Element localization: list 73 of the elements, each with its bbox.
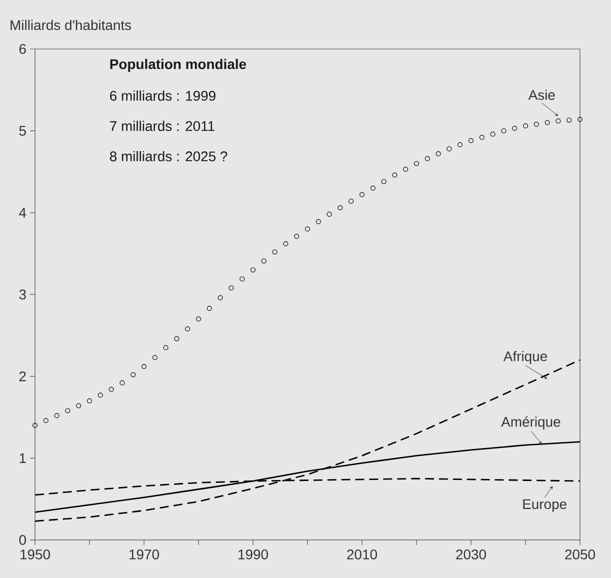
series-label: Asie <box>528 90 555 100</box>
y-tick-label: 4 <box>19 208 26 218</box>
annotation: 7 milliards : 2011 <box>110 120 214 132</box>
point <box>272 249 278 254</box>
point <box>424 156 430 162</box>
point <box>370 186 376 191</box>
point <box>163 345 168 350</box>
annotation: Population mondiale <box>110 58 246 72</box>
y-tick-label: 5 <box>19 126 26 136</box>
point <box>108 386 114 392</box>
y-tick-label: 2 <box>19 371 26 382</box>
point <box>360 192 364 198</box>
y-axis-title: Milliards d'habitants <box>10 20 132 30</box>
x-tick-label: 2050 <box>565 549 595 560</box>
point <box>76 403 82 408</box>
point <box>468 138 474 144</box>
point <box>403 166 408 172</box>
y-tick-label: 0 <box>19 535 26 545</box>
point <box>479 134 484 140</box>
x-tick-label: 1990 <box>238 549 268 560</box>
point <box>261 258 266 264</box>
point <box>120 380 125 386</box>
point <box>142 364 146 369</box>
point <box>414 161 419 166</box>
point <box>544 120 550 126</box>
point <box>196 316 201 322</box>
point <box>240 276 245 282</box>
point <box>152 355 158 360</box>
y-tick-label: 1 <box>20 453 26 463</box>
y-tick-label: 3 <box>19 290 26 300</box>
point <box>436 151 441 156</box>
point <box>32 422 38 428</box>
point <box>250 267 256 272</box>
annotation: 8 milliards : 2025 ? <box>110 151 228 162</box>
point <box>294 234 300 239</box>
point <box>446 146 452 152</box>
point <box>326 212 332 217</box>
point <box>54 413 60 418</box>
point <box>338 205 343 210</box>
point <box>490 132 496 137</box>
point <box>316 219 321 224</box>
x-tick-label: 2010 <box>347 549 377 560</box>
point <box>130 372 136 378</box>
point <box>534 122 539 127</box>
series-label: Europe <box>523 499 566 512</box>
x-tick-label: 1950 <box>20 549 50 560</box>
point <box>556 118 561 124</box>
x-tick-label: 2030 <box>456 549 486 560</box>
point <box>218 295 223 300</box>
y-tick-label: 6 <box>19 44 26 54</box>
x-tick-label: 1970 <box>130 549 159 560</box>
point <box>206 306 212 311</box>
point <box>283 241 288 246</box>
point <box>566 118 572 123</box>
point <box>501 128 506 134</box>
point <box>512 126 518 131</box>
annotation: 6 milliards : 1999 <box>110 90 216 101</box>
point <box>392 172 398 178</box>
series-label: Afrique <box>503 350 547 364</box>
point <box>523 123 528 128</box>
point <box>65 408 70 414</box>
point <box>174 336 180 342</box>
point <box>87 398 92 404</box>
point <box>43 418 48 423</box>
point <box>348 198 354 204</box>
point <box>458 142 463 148</box>
point <box>381 179 386 184</box>
point <box>98 392 103 398</box>
series-label: Amérique <box>501 416 560 430</box>
point <box>185 326 190 332</box>
point <box>578 116 582 122</box>
point <box>228 285 234 290</box>
point <box>305 226 310 232</box>
